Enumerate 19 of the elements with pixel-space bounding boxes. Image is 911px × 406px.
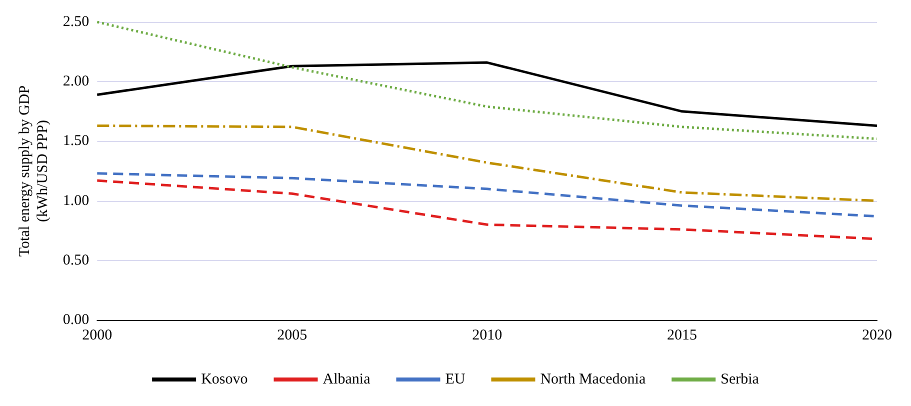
legend-label: Serbia	[720, 372, 760, 388]
x-tick-label: 2005	[277, 328, 308, 344]
y-tick-label: 1.00	[62, 192, 90, 209]
legend-label: EU	[445, 372, 466, 388]
y-axis-title: Total energy supply by GDP (kWh/USD PPP)	[17, 85, 51, 257]
line-series	[96, 20, 878, 140]
x-tick-label: 2015	[667, 328, 698, 344]
y-tick-label: 2.50	[62, 14, 90, 30]
y-tick-label: 1.50	[62, 133, 90, 150]
x-tick-label: 2000	[82, 328, 112, 344]
y-tick-label: 0.50	[62, 252, 90, 268]
x-tick-label: 2010	[472, 328, 502, 344]
y-tick-label: 2.00	[62, 74, 90, 90]
legend-label: Albania	[322, 372, 371, 388]
x-tick-label: 2020	[862, 328, 892, 344]
line-series	[96, 61, 878, 127]
legend-label: Kosovo	[201, 372, 248, 388]
legend-label: North Macedonia	[540, 372, 646, 388]
y-tick-label: 0.00	[62, 312, 90, 328]
